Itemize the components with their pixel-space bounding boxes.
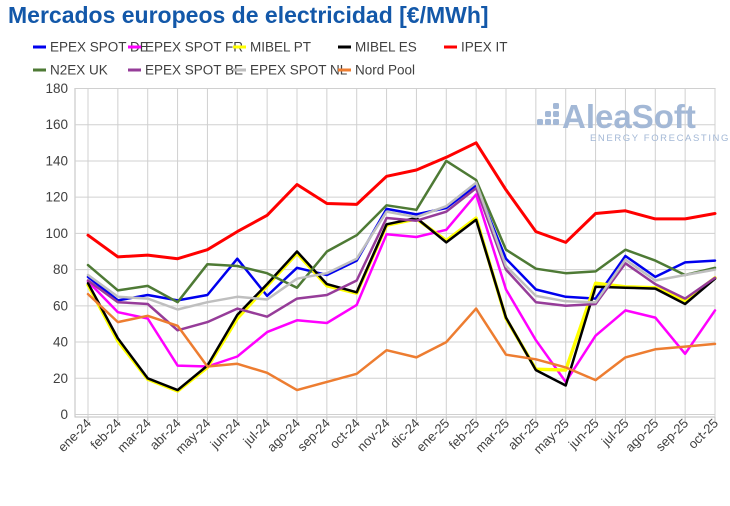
legend-item-epex-spot-be: EPEX SPOT BE	[128, 63, 243, 78]
x-axis-tick-label: jun-25	[565, 416, 602, 453]
aleasoft-logo-dots-icon	[545, 119, 551, 125]
series-line-mibel-es	[86, 216, 717, 392]
legend-label: EPEX SPOT BE	[145, 63, 243, 78]
x-axis-tick-label: sep-25	[653, 416, 692, 455]
legend-item-epex-spot-fr: EPEX SPOT FR	[128, 40, 243, 55]
x-axis-tick-label: jun-24	[207, 416, 244, 453]
y-axis-tick-label: 60	[53, 298, 68, 313]
series-line-epex-spot-de	[86, 184, 717, 302]
series-line-ipex-it	[86, 141, 717, 261]
x-axis-tick-label: ago-24	[264, 416, 303, 455]
legend-item-mibel-pt: MIBEL PT	[233, 40, 311, 55]
x-axis-tick-label: oct-25	[685, 416, 721, 452]
series-line-epex-spot-be	[86, 186, 717, 332]
series-line-n2ex-uk	[86, 159, 717, 304]
aleasoft-logo-dots-icon	[553, 119, 559, 125]
legend-item-epex-spot-de: EPEX SPOT DE	[33, 40, 149, 55]
aleasoft-logo-dots-icon	[553, 103, 559, 109]
y-axis-tick-label: 0	[60, 407, 68, 422]
aleasoft-logo-dots-icon	[537, 119, 543, 125]
legend-item-ipex-it: IPEX IT	[444, 40, 508, 55]
y-axis-tick-label: 140	[45, 153, 68, 168]
aleasoft-logo-text: AleaSoft	[562, 98, 696, 135]
legend-item-epex-spot-nl: EPEX SPOT NL	[233, 63, 348, 78]
x-axis-tick-label: mar-24	[114, 416, 154, 456]
x-axis-tick-label: nov-24	[354, 416, 393, 455]
chart-title: Mercados europeos de electricidad [€/MWh…	[8, 2, 489, 28]
y-axis-tick-label: 180	[45, 81, 68, 96]
legend-label: IPEX IT	[461, 40, 508, 55]
aleasoft-logo-dots-icon	[553, 111, 559, 117]
x-axis-tick-label: sep-24	[294, 416, 333, 455]
legend-label: MIBEL PT	[250, 40, 311, 55]
legend-item-n2ex-uk: N2EX UK	[33, 63, 108, 78]
legend-item-mibel-es: MIBEL ES	[338, 40, 417, 55]
x-axis-tick-label: mar-25	[472, 416, 512, 456]
legend-label: MIBEL ES	[355, 40, 417, 55]
y-axis-tick-label: 100	[45, 226, 68, 241]
series-line-epex-spot-fr	[86, 193, 717, 384]
legend-label: EPEX SPOT NL	[250, 63, 348, 78]
legend-label: EPEX SPOT FR	[145, 40, 243, 55]
x-axis-tick-label: ene-25	[413, 416, 452, 455]
legend-label: Nord Pool	[355, 63, 415, 78]
aleasoft-logo-subtext: ENERGY FORECASTING	[590, 133, 730, 144]
y-axis-tick-label: 120	[45, 190, 68, 205]
series-line-nord-pool	[86, 292, 717, 392]
series-line-epex-spot-nl	[86, 181, 717, 311]
aleasoft-logo-dots-icon	[545, 111, 551, 117]
x-axis-tick-label: ago-25	[622, 416, 661, 455]
legend-label: N2EX UK	[50, 63, 108, 78]
y-axis-tick-label: 160	[45, 117, 68, 132]
y-axis-tick-label: 40	[53, 335, 68, 350]
y-axis-tick-label: 20	[53, 371, 68, 386]
legend-item-nord-pool: Nord Pool	[338, 63, 415, 78]
legend-label: EPEX SPOT DE	[50, 40, 149, 55]
y-axis-tick-label: 80	[53, 262, 68, 277]
